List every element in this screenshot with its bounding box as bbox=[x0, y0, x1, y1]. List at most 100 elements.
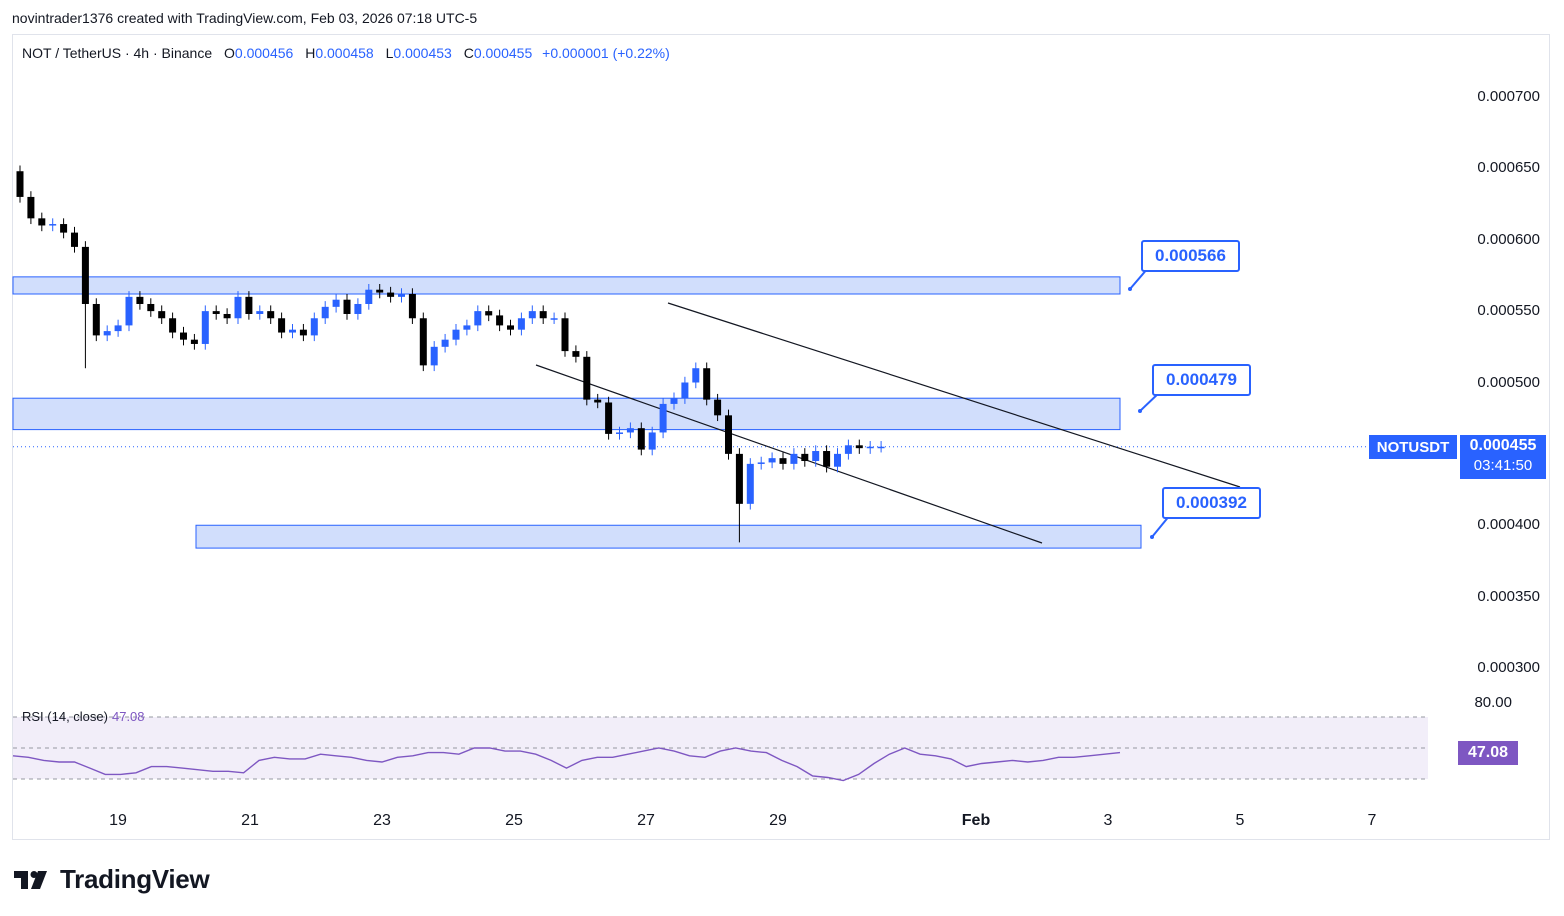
tradingview-logo[interactable]: TradingView bbox=[14, 864, 210, 895]
candle[interactable] bbox=[452, 323, 460, 346]
support-resistance-zone[interactable] bbox=[195, 524, 1142, 549]
candle[interactable] bbox=[572, 345, 580, 363]
candle[interactable] bbox=[866, 441, 874, 454]
candle[interactable] bbox=[125, 291, 133, 332]
candle[interactable] bbox=[321, 301, 329, 324]
candle[interactable] bbox=[757, 456, 765, 470]
level-callout-0-000479[interactable]: 0.000479 bbox=[1152, 364, 1251, 396]
symbol-line: NOT / TetherUS · 4h · Binance bbox=[22, 45, 213, 61]
candle[interactable] bbox=[180, 326, 187, 346]
rsi-legend: RSI (14, close) 47.08 bbox=[22, 709, 145, 724]
candle[interactable] bbox=[354, 298, 362, 320]
candle[interactable] bbox=[648, 426, 656, 456]
candle[interactable] bbox=[485, 305, 493, 322]
candle[interactable] bbox=[507, 319, 514, 336]
candle[interactable] bbox=[158, 305, 166, 324]
candle[interactable] bbox=[190, 333, 198, 350]
candle[interactable] bbox=[703, 362, 711, 406]
rsi-line[interactable] bbox=[12, 747, 1121, 782]
candle[interactable] bbox=[659, 398, 667, 439]
candle[interactable] bbox=[725, 409, 732, 460]
candle[interactable] bbox=[746, 458, 754, 510]
level-callout-0-000566[interactable]: 0.000566 bbox=[1141, 240, 1240, 272]
candle[interactable] bbox=[735, 448, 743, 543]
candle[interactable] bbox=[256, 305, 264, 320]
candle[interactable] bbox=[681, 376, 689, 404]
candle[interactable] bbox=[583, 351, 591, 406]
candle[interactable] bbox=[234, 291, 242, 324]
candle[interactable] bbox=[877, 441, 885, 453]
candle[interactable] bbox=[779, 452, 787, 470]
price-axis-tick: 0.000400 bbox=[1477, 516, 1540, 534]
candle[interactable] bbox=[310, 312, 318, 342]
candle[interactable] bbox=[147, 298, 155, 317]
candle[interactable] bbox=[637, 422, 645, 456]
candle[interactable] bbox=[812, 445, 820, 467]
candle[interactable] bbox=[844, 439, 852, 460]
candle[interactable] bbox=[692, 362, 700, 389]
candle[interactable] bbox=[855, 439, 863, 454]
candle[interactable] bbox=[670, 392, 678, 410]
candle[interactable] bbox=[408, 288, 416, 324]
support-resistance-zone[interactable] bbox=[12, 276, 1121, 295]
candle[interactable] bbox=[376, 284, 384, 299]
candle[interactable] bbox=[463, 319, 471, 336]
candle[interactable] bbox=[365, 284, 373, 310]
candle[interactable] bbox=[212, 305, 220, 320]
candle[interactable] bbox=[16, 165, 24, 203]
candle[interactable] bbox=[81, 241, 89, 369]
candle[interactable] bbox=[616, 426, 623, 440]
candle[interactable] bbox=[419, 312, 427, 372]
candle[interactable] bbox=[136, 291, 144, 310]
candle[interactable] bbox=[92, 298, 100, 342]
candle[interactable] bbox=[626, 422, 634, 439]
candle[interactable] bbox=[768, 452, 776, 469]
candle[interactable] bbox=[245, 291, 253, 320]
candle[interactable] bbox=[289, 323, 296, 339]
candle[interactable] bbox=[267, 305, 275, 324]
candle[interactable] bbox=[441, 333, 449, 353]
callout-anchor bbox=[1150, 535, 1154, 539]
candle[interactable] bbox=[398, 288, 405, 303]
candle[interactable] bbox=[71, 226, 78, 253]
rsi-axis-tick: 80.00 bbox=[1474, 694, 1512, 711]
candle[interactable] bbox=[790, 448, 798, 470]
candle[interactable] bbox=[103, 325, 111, 342]
candle[interactable] bbox=[714, 393, 722, 422]
candle[interactable] bbox=[834, 448, 841, 473]
candle[interactable] bbox=[474, 305, 482, 332]
rsi-badge: 47.08 bbox=[1458, 741, 1518, 765]
candle[interactable] bbox=[387, 286, 395, 303]
candle[interactable] bbox=[27, 191, 35, 225]
candle[interactable] bbox=[332, 293, 340, 313]
candle[interactable] bbox=[223, 308, 231, 324]
candle[interactable] bbox=[38, 212, 46, 232]
candle[interactable] bbox=[561, 312, 569, 357]
candle[interactable] bbox=[528, 305, 536, 324]
logo-text: TradingView bbox=[60, 864, 210, 894]
candle[interactable] bbox=[550, 312, 558, 324]
candle[interactable] bbox=[594, 393, 602, 409]
candle[interactable] bbox=[169, 312, 177, 339]
candle[interactable] bbox=[823, 445, 831, 473]
candle[interactable] bbox=[49, 218, 57, 232]
candle[interactable] bbox=[517, 312, 525, 336]
channel-upper-trendline[interactable] bbox=[667, 302, 1241, 488]
candle[interactable] bbox=[496, 309, 504, 332]
candle[interactable] bbox=[201, 305, 209, 350]
price-axis-tick: 0.000700 bbox=[1477, 88, 1540, 105]
support-resistance-zone[interactable] bbox=[12, 397, 1121, 431]
level-callout-0-000392[interactable]: 0.000392 bbox=[1162, 487, 1261, 519]
candle[interactable] bbox=[114, 319, 122, 337]
candle[interactable] bbox=[605, 396, 613, 440]
candle[interactable] bbox=[343, 293, 351, 320]
candle[interactable] bbox=[278, 312, 286, 339]
candle[interactable] bbox=[801, 448, 809, 467]
price-axis-tick: 0.000300 bbox=[1477, 659, 1540, 676]
candle[interactable] bbox=[430, 341, 438, 372]
candle[interactable] bbox=[299, 323, 307, 342]
candle[interactable] bbox=[539, 305, 547, 324]
channel-lower-trendline[interactable] bbox=[535, 364, 1043, 544]
candle[interactable] bbox=[60, 218, 68, 239]
